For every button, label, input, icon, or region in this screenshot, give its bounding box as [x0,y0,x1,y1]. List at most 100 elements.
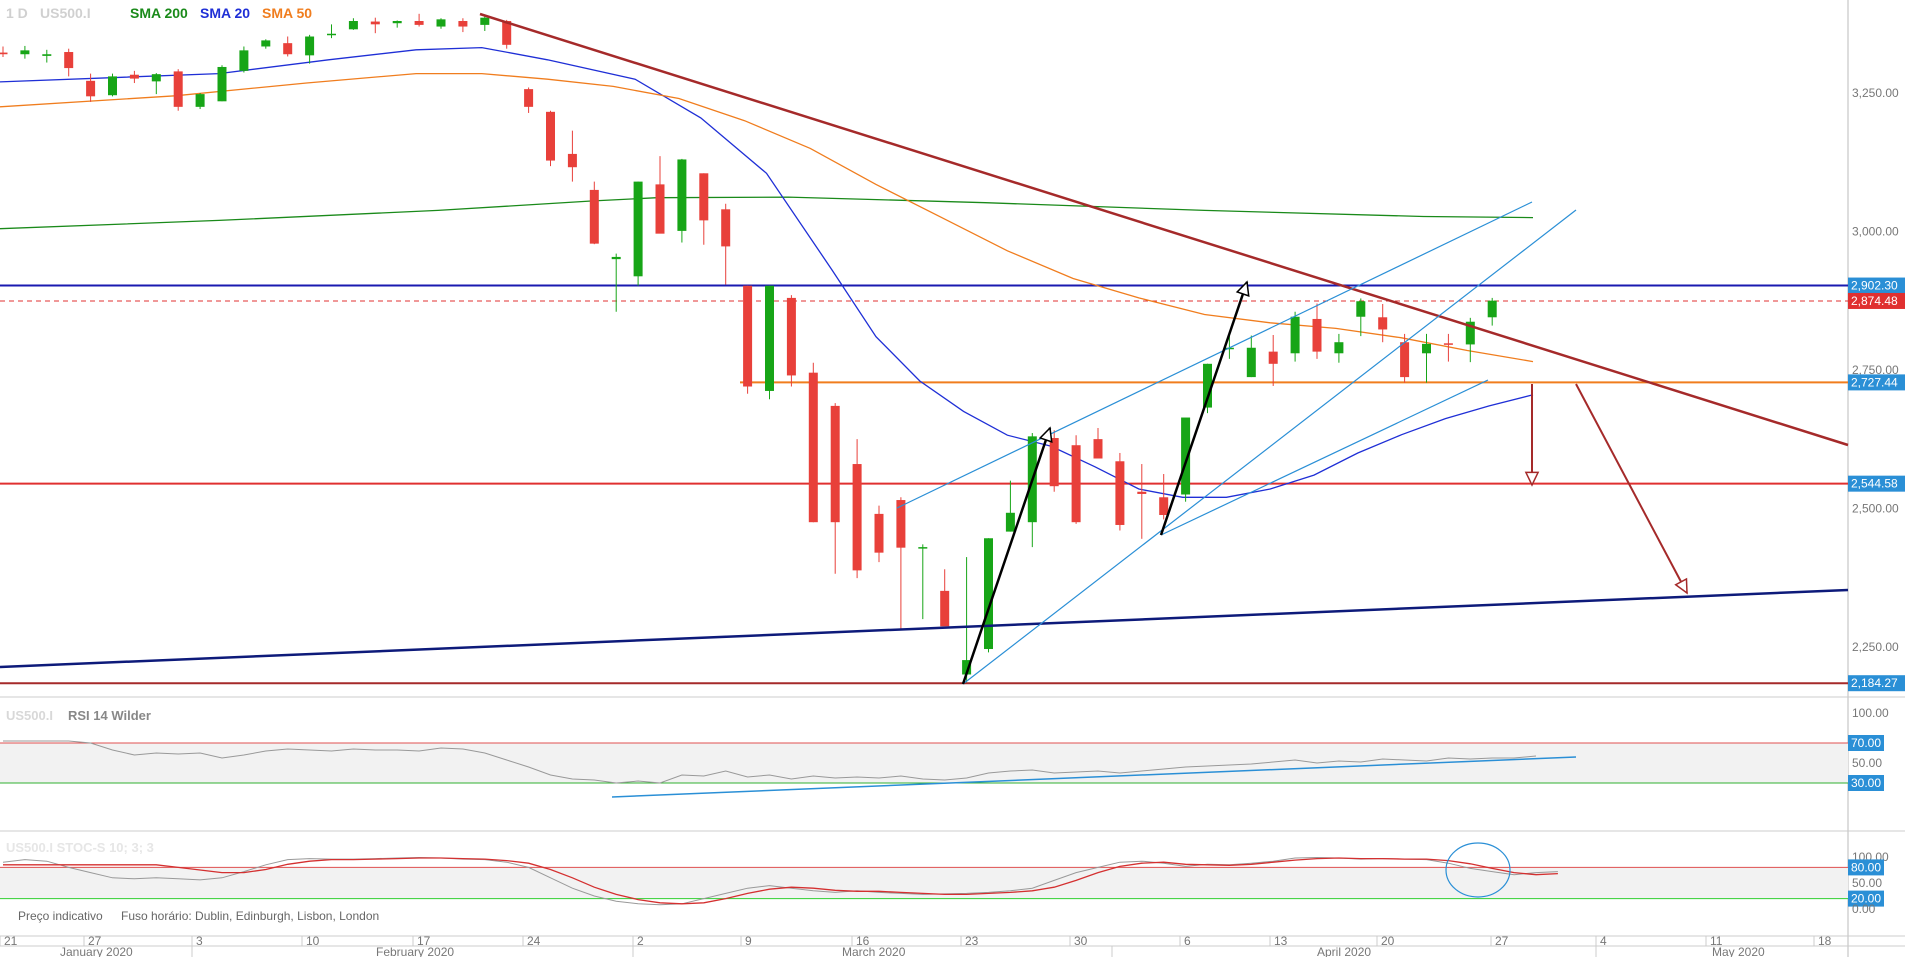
stoch-tick-label: 0.00 [1852,902,1876,916]
rally-arrow-1 [961,427,1052,685]
price-tag-label: 2,184.27 [1851,676,1898,690]
rsi-tick-label: 50.00 [1852,756,1882,770]
price-note: Preço indicativo [18,909,103,923]
candle-up [1224,347,1234,350]
candle-up [480,17,490,25]
candle-down [699,173,709,221]
candle-up [1422,343,1431,354]
rally-arrow-1-head [1038,426,1053,443]
target-arrow-1-head [1524,471,1540,487]
symbol-label: US500.I [40,5,91,21]
candle-up [1356,301,1366,317]
candle-down [567,153,577,168]
candle-down [874,513,884,553]
price-tag-label: 2,874.48 [1851,294,1898,308]
rsi-title: RSI 14 Wilder [68,708,151,723]
candle-down [589,189,599,244]
candle-down [1312,318,1322,352]
sma200-line [0,196,1534,230]
candle-down [1071,445,1081,523]
day-tick-label: 20 [1381,934,1395,948]
rsi-tag-box [1848,735,1884,751]
sma20-line [0,46,1534,498]
stoch-k-line [2,856,1558,906]
price-tag-label: 2,727.44 [1851,375,1898,389]
target-arrow-2-head [1674,577,1688,595]
candles [0,13,1497,683]
candle-down [852,464,862,571]
candle-down [370,21,380,25]
candle-down [414,21,424,25]
day-tick-label: 2 [637,934,644,948]
price-tag-box [1848,675,1905,692]
candle-up [633,181,643,277]
candle-up [1290,316,1300,354]
candle-up [1246,347,1256,378]
candle-up [305,36,315,56]
day-tick-label: 10 [306,934,320,948]
rsi-band [0,743,1848,783]
candle-up [918,547,928,549]
candle-down [129,74,139,79]
candle-up [217,66,227,102]
candle-down [1400,342,1410,378]
stoch-tag-box [1848,890,1884,907]
day-tick-label: 18 [1818,934,1832,948]
rsi-panel-plot: 100.00 70.00 50.00 30.00 [0,706,1889,798]
candle-down [1115,461,1125,525]
candle-down [721,209,731,247]
price-tag-box [1848,374,1905,391]
channel-mid-line [1160,379,1489,536]
day-tick-label: 4 [1600,934,1607,948]
candle-down [830,405,840,523]
candle-down [173,71,183,107]
candle-down [655,184,665,234]
candle-up [42,54,52,56]
candle-down [1049,438,1059,487]
candle-down [896,500,906,548]
candle-down [0,52,8,55]
day-tick-label: 21 [4,934,18,948]
price-tag-label: 2,544.58 [1851,477,1898,491]
day-tick-label: 23 [965,934,979,948]
candle-up [195,94,205,107]
candle-up [108,76,117,96]
candle-up [20,50,30,55]
sma200-legend: SMA 200 [130,5,188,21]
timezone-note: Fuso horário: Dublin, Edinburgh, Lisbon,… [121,909,380,923]
plot-background [0,0,1848,957]
day-tick-label: 3 [196,934,203,948]
candle-up [1203,363,1212,408]
stoch-crossover-circle [1445,842,1511,898]
candle-up [677,159,687,231]
y-tick-label: 3,000.00 [1852,224,1899,238]
day-tick-label: 24 [527,934,541,948]
day-tick-label: 30 [1074,934,1088,948]
stoch-d-line [3,857,1558,905]
candle-down [458,21,468,27]
candle-down [1137,491,1147,494]
month-label: March 2020 [842,945,906,957]
stoch-title: US500.I STOC-S 10; 3; 3 [6,840,154,855]
candle-down [1093,439,1103,459]
candle-down [86,80,96,97]
rising-support-line [0,588,1849,669]
stoch-tag-box [1848,859,1884,876]
day-tick-label: 27 [1495,934,1509,948]
candle-up [1181,417,1191,495]
downtrend-line [479,12,1849,447]
sma50-legend: SMA 50 [262,5,313,21]
day-tick-label: 27 [88,934,102,948]
candle-down [808,372,818,523]
candle-down [786,297,796,376]
rsi-trend-line [611,756,1577,798]
price-tag-label: 2,902.30 [1851,279,1898,293]
candle-down [743,285,753,387]
rsi-symbol-label: US500.I [6,708,53,723]
candle-up [327,33,336,36]
y-tick-label: 3,250.00 [1852,86,1899,100]
month-label: May 2020 [1712,945,1765,957]
candle-down [1443,343,1453,345]
